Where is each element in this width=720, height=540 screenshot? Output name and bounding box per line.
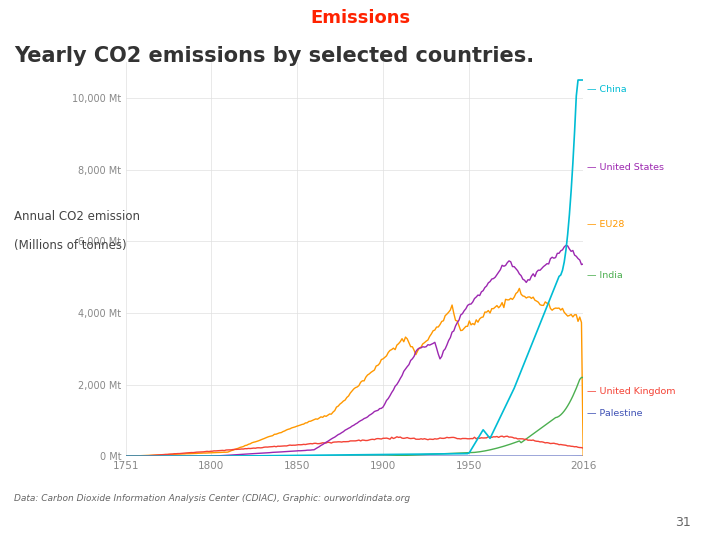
Text: Emissions: Emissions [310, 9, 410, 26]
Text: Data: Carbon Dioxide Information Analysis Center (CDIAC), Graphic: ourworldindat: Data: Carbon Dioxide Information Analysi… [14, 494, 410, 503]
Text: — United States: — United States [587, 163, 664, 172]
Text: — India: — India [587, 271, 623, 280]
Text: Yearly CO2 emissions by selected countries.: Yearly CO2 emissions by selected countri… [14, 46, 534, 66]
Text: (Millions of tonnes): (Millions of tonnes) [14, 239, 127, 252]
Text: — EU28: — EU28 [587, 220, 624, 228]
Text: 31: 31 [675, 516, 691, 529]
Text: — United Kingdom: — United Kingdom [587, 387, 675, 396]
Text: — China: — China [587, 85, 626, 93]
Text: — Palestine: — Palestine [587, 409, 642, 417]
Text: Annual CO2 emission: Annual CO2 emission [14, 210, 140, 222]
